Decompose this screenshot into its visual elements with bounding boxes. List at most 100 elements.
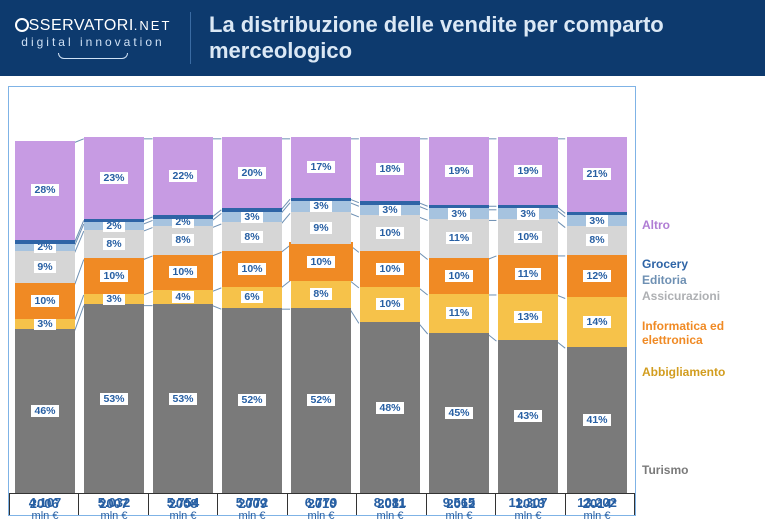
segment-label: 18% [376,163,403,175]
segment-edit: 2% [153,219,213,226]
segment-edit: 3% [429,208,489,219]
bar-stack: 52% 6% 10% 8% 3% 20% [222,137,282,493]
segment-groc [153,215,213,219]
segment-label: 45% [445,407,472,419]
year-label: 2007 [78,493,147,515]
segment-altro: 28% [15,141,75,241]
segment-assic: 8% [153,226,213,254]
segment-label: 8% [241,231,262,243]
segment-edit: 2% [84,222,144,229]
segment-label: 11% [446,307,472,319]
segment-label: 12% [583,270,610,282]
segment-label: 20% [238,167,265,179]
segment-label: 19% [445,165,472,177]
segment-label: 11% [515,268,541,280]
segment-groc [84,219,144,223]
segment-altro: 21% [567,137,627,212]
logo-o-icon [15,18,29,32]
segment-altro: 20% [222,137,282,208]
segment-label: 14% [583,316,610,328]
segment-abbig: 11% [429,294,489,333]
segment-edit: 3% [360,205,420,216]
legend-info: Informatica edelettronica [642,320,725,348]
segment-label: 22% [169,170,196,182]
bar-stack: 41% 14% 12% 8% 3% 21% [567,137,627,493]
segment-groc [429,205,489,209]
segment-abbig: 10% [360,287,420,323]
year-label: 2009 [217,493,286,515]
segment-turismo: 41% [567,347,627,493]
segment-label: 4% [172,291,193,303]
chart-area: 4.107mln €46%3%10%9%2%28%5.032mln €53%3%… [8,86,636,516]
segment-label: 23% [100,172,127,184]
header: SSERVATORI.NET digital innovation La dis… [0,0,765,76]
segment-label: 6% [241,291,262,303]
segment-label: 9% [34,261,55,273]
segment-label: 28% [31,184,58,196]
segment-info: 10% [84,258,144,294]
segment-assic: 8% [567,226,627,254]
segment-turismo: 52% [291,308,351,493]
segment-label: 10% [238,263,265,275]
segment-label: 10% [31,295,58,307]
segment-info: 10% [222,251,282,287]
year-label: 2014* [565,493,635,515]
segment-label: 8% [172,234,193,246]
segment-edit: 3% [291,201,351,212]
segment-edit: 3% [567,215,627,226]
segment-label: 21% [583,168,610,180]
segment-label: 10% [376,263,403,275]
year-label: 2008 [148,493,217,515]
segment-groc [291,198,351,202]
segment-label: 13% [514,311,541,323]
segment-label: 43% [514,410,541,422]
year-label: 2006 [9,493,78,515]
segment-groc [222,208,282,212]
segment-label: 10% [376,227,403,239]
segment-label: 10% [100,270,127,282]
segment-label: 10% [376,298,403,310]
segment-groc [360,201,420,205]
segment-assic: 11% [429,219,489,258]
bar-stack: 45% 11% 10% 11% 3% 19% [429,137,489,493]
year-label: 2011 [356,493,425,515]
year-label: 2012 [426,493,495,515]
segment-label: 3% [103,293,124,305]
segment-groc [567,212,627,216]
segment-groc [15,240,75,244]
segment-label: 10% [445,270,472,282]
segment-label: 17% [307,161,334,173]
bar-stack: 46%3% 10% 9% 2% 28% [15,137,75,493]
segment-turismo: 53% [84,304,144,493]
segment-label: 11% [446,232,472,244]
segment-label: 8% [586,234,607,246]
segment-label: 52% [238,394,265,406]
segment-label: 9% [310,222,331,234]
segment-label: 3% [379,204,400,216]
legend-abbig: Abbigliamento [642,366,725,380]
segment-groc [498,205,558,209]
segment-edit: 3% [498,208,558,219]
segment-turismo: 48% [360,322,420,493]
segment-abbig: 4% [153,290,213,304]
segment-label: 3% [310,200,331,212]
segment-turismo: 46% [15,329,75,493]
bar-stack: 52%8%10%9%3%17% [291,137,351,493]
segment-altro: 17% [291,137,351,198]
page-title: La distribuzione delle vendite per compa… [209,12,664,65]
logo-text: SSERVATORI.NET [15,17,172,35]
segment-assic: 10% [360,215,420,251]
segment-altro: 23% [84,137,144,219]
segment-assic: 8% [84,230,144,258]
bar-stack: 53%4%10%8%2%22% [153,137,213,493]
segment-label: 10% [307,256,334,268]
segment-info: 10% [15,283,75,319]
legend-assic: Assicurazioni [642,290,725,304]
segment-turismo: 43% [498,340,558,493]
segment-edit: 3% [222,212,282,223]
segment-label: 3% [34,318,55,330]
segment-label: 10% [514,231,541,243]
segment-edit: 2% [15,244,75,251]
segment-altro: 19% [429,137,489,205]
segment-altro: 18% [360,137,420,201]
